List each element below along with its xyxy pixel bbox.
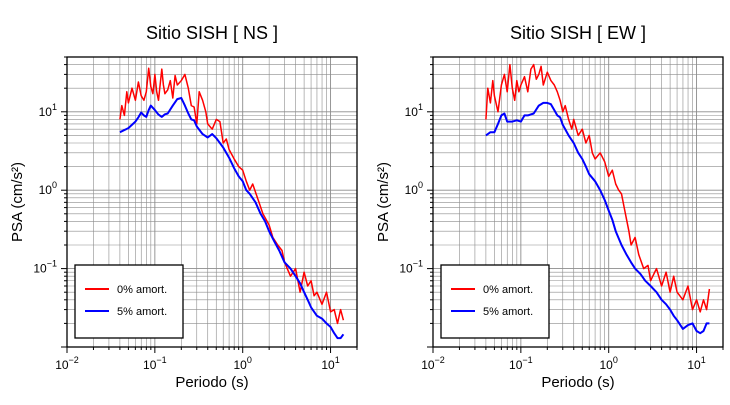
axis-ticks <box>61 56 358 353</box>
chart-panel-2: Sitio SISH [ EW ] 10−2 10−1 100 101 10−1 100 10… <box>375 23 724 391</box>
y-tick-label: 100 <box>405 180 423 197</box>
x-tick-label: 101 <box>687 355 705 372</box>
y-tick-label: 10−1 <box>33 259 57 276</box>
chart-title: Sitio SISH [ EW ] <box>510 23 646 43</box>
x-axis-label: Periodo (s) <box>541 374 614 391</box>
series-line-undamped <box>119 67 345 325</box>
legend: 0% amort. 5% amort. <box>74 264 184 339</box>
x-tick-label: 100 <box>600 355 618 372</box>
legend-label: 0% amort. <box>117 284 167 296</box>
chart-title: Sitio SISH [ NS ] <box>146 23 278 43</box>
axis-ticks <box>427 56 724 353</box>
legend-label: 0% amort. <box>483 284 533 296</box>
legend-label: 5% amort. <box>483 306 533 318</box>
legend: 0% amort. 5% amort. <box>440 264 550 339</box>
legend-box <box>74 264 184 339</box>
y-tick-label: 100 <box>39 180 57 197</box>
y-tick-label: 101 <box>39 102 57 119</box>
series-line-damped <box>485 101 710 335</box>
legend-box <box>440 264 550 339</box>
y-axis-label: PSA (cm/s²) <box>9 162 26 242</box>
x-tick-label: 100 <box>234 355 252 372</box>
y-tick-label: 101 <box>405 102 423 119</box>
legend-label: 5% amort. <box>117 306 167 318</box>
x-axis-label: Periodo (s) <box>175 374 248 391</box>
x-tick-label: 10−1 <box>509 355 533 372</box>
y-tick-label: 10−1 <box>399 259 423 276</box>
y-axis-label: PSA (cm/s²) <box>375 162 392 242</box>
x-tick-label: 10−2 <box>421 355 445 372</box>
chart-panel-1: Sitio SISH [ NS ] 10−2 10−1 100 101 10−1 100 10… <box>9 23 358 391</box>
series-line-damped <box>119 97 345 340</box>
x-tick-label: 101 <box>321 355 339 372</box>
series-line-undamped <box>485 63 711 313</box>
x-tick-label: 10−1 <box>143 355 167 372</box>
x-tick-label: 10−2 <box>55 355 79 372</box>
